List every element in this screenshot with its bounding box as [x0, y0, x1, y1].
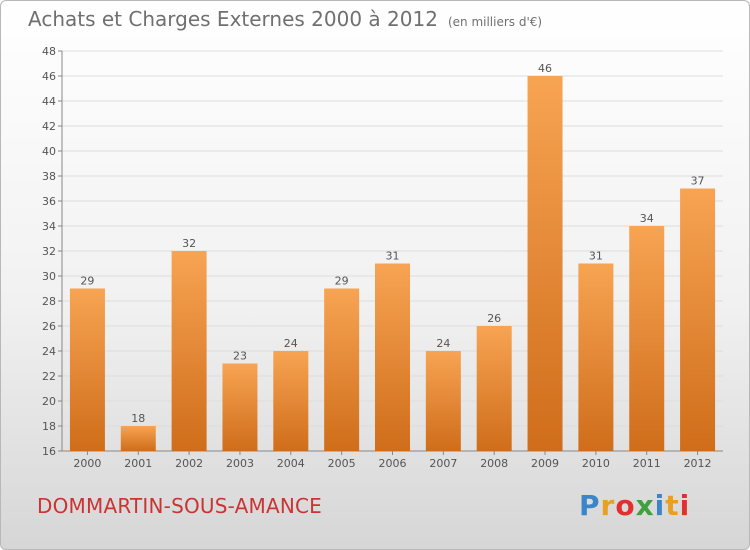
bar-2002	[171, 251, 207, 451]
y-tick-label: 36	[42, 195, 56, 208]
bar-2001	[120, 426, 156, 451]
logo-letter: i	[679, 489, 691, 522]
proxiti-logo: Proxiti	[579, 489, 690, 522]
chart-title: Achats et Charges Externes 2000 à 2012 (e…	[28, 7, 542, 31]
x-tick-label-2010: 2010	[582, 457, 610, 470]
value-label-2009: 46	[538, 62, 552, 75]
y-tick-label: 42	[42, 120, 56, 133]
x-tick-label-2011: 2011	[633, 457, 661, 470]
bar-2012	[680, 188, 716, 451]
bar-2005	[324, 288, 360, 451]
y-tick-label: 44	[42, 95, 56, 108]
y-tick-label: 46	[42, 70, 56, 83]
x-tick-label-2008: 2008	[480, 457, 508, 470]
logo-letter: t	[665, 489, 680, 522]
y-tick-label: 34	[42, 220, 56, 233]
logo-letter: r	[600, 489, 616, 522]
bars: 29 18 32 23 24 29 31 24 26 46 31 34 37	[69, 62, 716, 451]
bar-2004	[273, 351, 309, 451]
value-label-2008: 26	[487, 312, 501, 325]
y-tick-label: 38	[42, 170, 56, 183]
x-tick-label-2012: 2012	[684, 457, 712, 470]
logo-letter: i	[654, 489, 666, 522]
bar-2006	[375, 263, 410, 451]
bar-2008	[476, 326, 512, 451]
logo-letter: o	[615, 489, 636, 522]
value-label-2010: 31	[589, 250, 603, 263]
bar-2007	[425, 351, 461, 451]
x-tick-label-2006: 2006	[379, 457, 407, 470]
x-tick-label-2002: 2002	[175, 457, 203, 470]
value-label-2011: 34	[640, 212, 654, 225]
town-name: DOMMARTIN-SOUS-AMANCE	[37, 494, 323, 518]
bar-2003	[222, 363, 258, 451]
y-tick-label: 32	[42, 245, 56, 258]
value-label-2006: 31	[386, 250, 400, 263]
y-tick-label: 18	[42, 420, 56, 433]
y-tick-label: 16	[42, 445, 56, 458]
value-label-2012: 37	[691, 175, 705, 188]
x-tick-label-2005: 2005	[328, 457, 356, 470]
value-label-2004: 24	[284, 337, 298, 350]
y-tick-label: 22	[42, 370, 56, 383]
x-tick-label-2003: 2003	[226, 457, 254, 470]
y-tick-label: 48	[42, 45, 56, 58]
y-tick-label: 40	[42, 145, 56, 158]
value-label-2007: 24	[436, 337, 450, 350]
title-text: Achats et Charges Externes 2000 à 2012	[28, 7, 438, 31]
y-tick-label: 20	[42, 395, 56, 408]
x-tick-label-2000: 2000	[73, 457, 101, 470]
bar-2010	[578, 263, 614, 451]
y-tick-label: 28	[42, 295, 56, 308]
y-tick-label: 24	[42, 345, 56, 358]
x-tick-label-2007: 2007	[429, 457, 457, 470]
value-label-2005: 29	[335, 275, 349, 288]
logo-letter: x	[635, 489, 655, 522]
y-tick-label: 26	[42, 320, 56, 333]
bar-2011	[629, 226, 665, 451]
value-label-2003: 23	[233, 350, 247, 363]
unit-label: (en milliers d'€)	[447, 15, 543, 29]
value-label-2002: 32	[182, 237, 196, 250]
x-tick-label-2004: 2004	[277, 457, 305, 470]
value-label-2000: 29	[80, 275, 94, 288]
logo-letter: P	[579, 489, 601, 522]
value-label-2001: 18	[131, 412, 145, 425]
x-tick-label-2001: 2001	[124, 457, 152, 470]
bar-2000	[69, 288, 105, 451]
y-tick-label: 30	[42, 270, 56, 283]
bar-2009	[527, 76, 563, 451]
x-tick-label-2009: 2009	[531, 457, 559, 470]
